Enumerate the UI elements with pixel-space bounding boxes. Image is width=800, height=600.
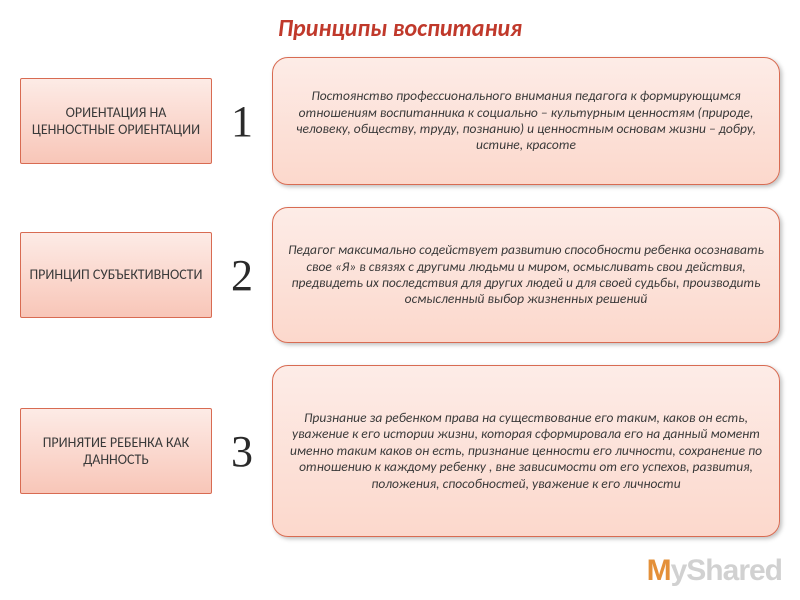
principle-description: Педагог максимально содействует развитию… (272, 207, 780, 343)
watermark-rest: yShared (671, 554, 782, 587)
principle-label: ПРИНЯТИЕ РЕБЕНКА КАК ДАННОСТЬ (20, 408, 212, 494)
principle-row: ПРИНЦИП СУБЪЕКТИВНОСТИ2Педагог максималь… (20, 207, 780, 343)
principle-row: ПРИНЯТИЕ РЕБЕНКА КАК ДАННОСТЬ3Признание … (20, 365, 780, 537)
principle-description: Постоянство профессионального внимания п… (272, 57, 780, 185)
rows-container: ОРИЕНТАЦИЯ НА ЦЕННОСТНЫЕ ОРИЕНТАЦИИ1Пост… (0, 57, 800, 537)
watermark: MyShared (647, 554, 782, 588)
principle-row: ОРИЕНТАЦИЯ НА ЦЕННОСТНЫЕ ОРИЕНТАЦИИ1Пост… (20, 57, 780, 185)
principle-number: 2 (212, 250, 272, 301)
principle-description: Признание за ребенком права на существов… (272, 365, 780, 537)
principle-label: ОРИЕНТАЦИЯ НА ЦЕННОСТНЫЕ ОРИЕНТАЦИИ (20, 78, 212, 164)
page-title: Принципы воспитания (0, 0, 800, 51)
watermark-prefix: M (647, 554, 671, 587)
principle-number: 3 (212, 426, 272, 477)
principle-number: 1 (212, 96, 272, 147)
principle-label: ПРИНЦИП СУБЪЕКТИВНОСТИ (20, 232, 212, 318)
